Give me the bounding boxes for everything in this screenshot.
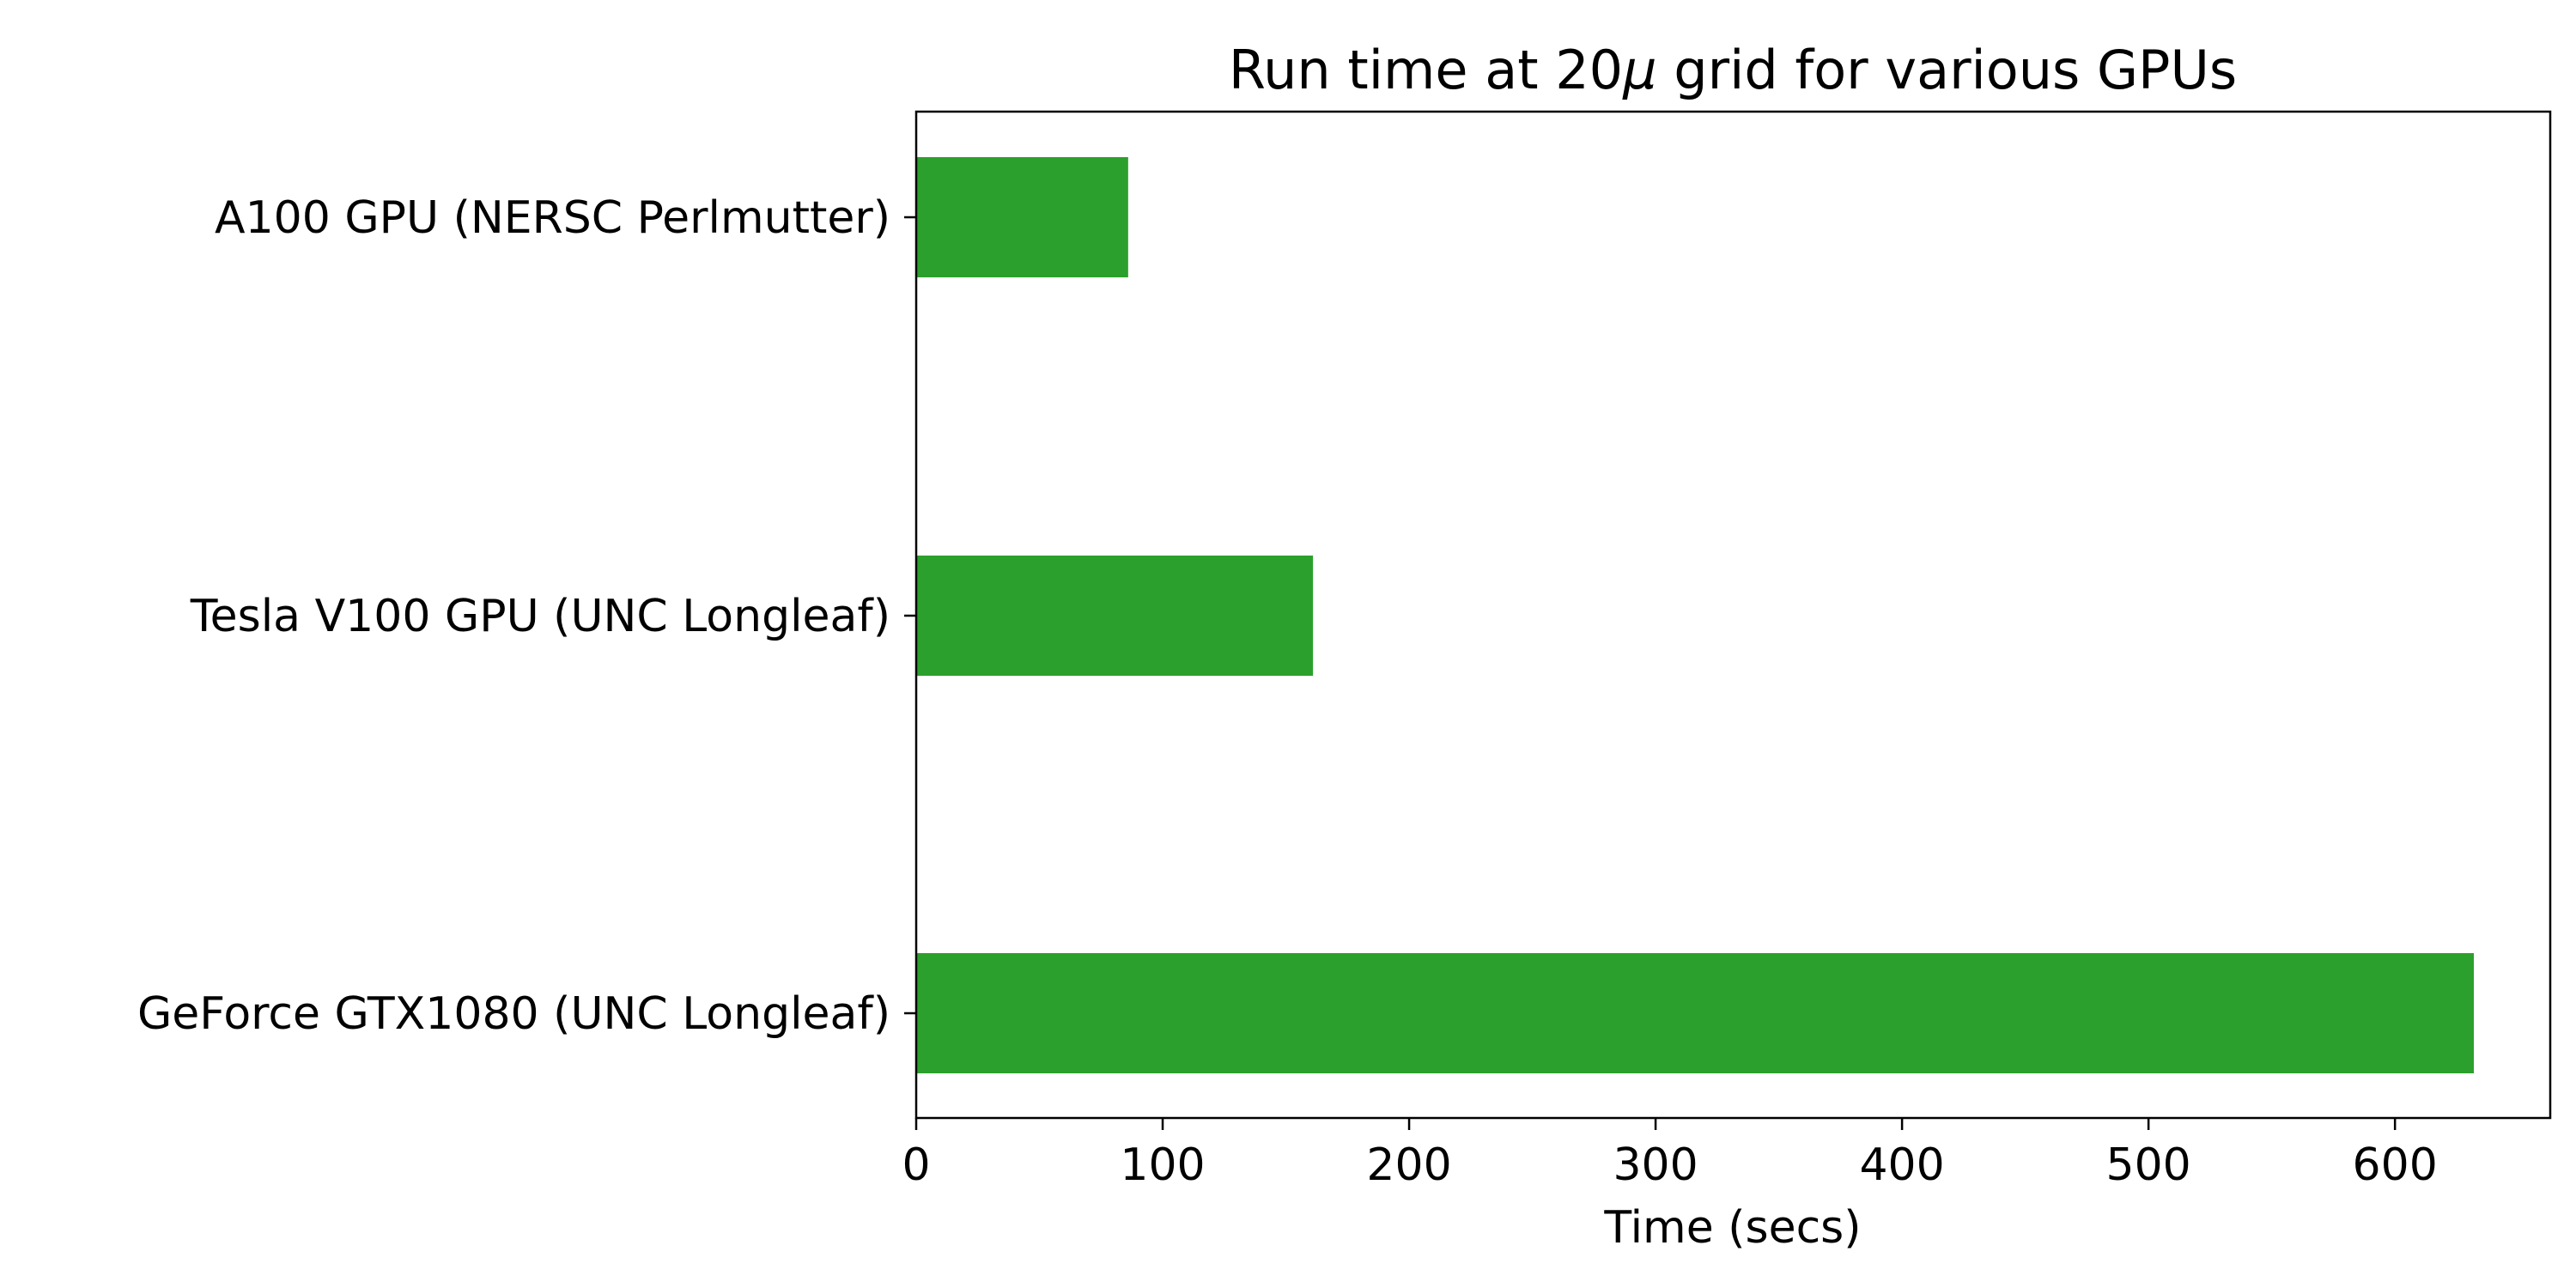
y-tick-label-2: GeForce GTX1080 (UNC Longleaf) — [137, 988, 890, 1040]
y-tick-label-1: Tesla V100 GPU (UNC Longleaf) — [190, 591, 890, 642]
bars-layer — [916, 157, 2475, 1073]
chart-title: Run time at 20μ grid for various GPUs — [1229, 39, 2237, 101]
x-tick-label-3: 300 — [1613, 1139, 1698, 1191]
y-axis: A100 GPU (NERSC Perlmutter) Tesla V100 GP… — [137, 192, 916, 1040]
x-tick-label-2: 200 — [1366, 1139, 1451, 1191]
chart-title-prefix: Run time at 20 — [1229, 39, 1623, 101]
bar-0 — [916, 157, 1128, 277]
x-tick-label-5: 500 — [2106, 1139, 2191, 1191]
chart-title-symbol: μ — [1622, 39, 1656, 101]
x-tick-label-1: 100 — [1120, 1139, 1205, 1191]
x-axis-label: Time (secs) — [1603, 1202, 1861, 1254]
x-tick-label-0: 0 — [902, 1139, 930, 1191]
x-tick-label-4: 400 — [1859, 1139, 1944, 1191]
x-axis: 0 100 200 300 400 500 600 — [902, 1118, 2438, 1191]
bar-1 — [916, 556, 1314, 676]
x-tick-label-6: 600 — [2353, 1139, 2438, 1191]
y-tick-label-0: A100 GPU (NERSC Perlmutter) — [215, 192, 890, 244]
plot-frame — [914, 110, 2552, 1120]
chart-title-suffix: grid for various GPUs — [1657, 39, 2238, 101]
bar-2 — [916, 953, 2475, 1073]
